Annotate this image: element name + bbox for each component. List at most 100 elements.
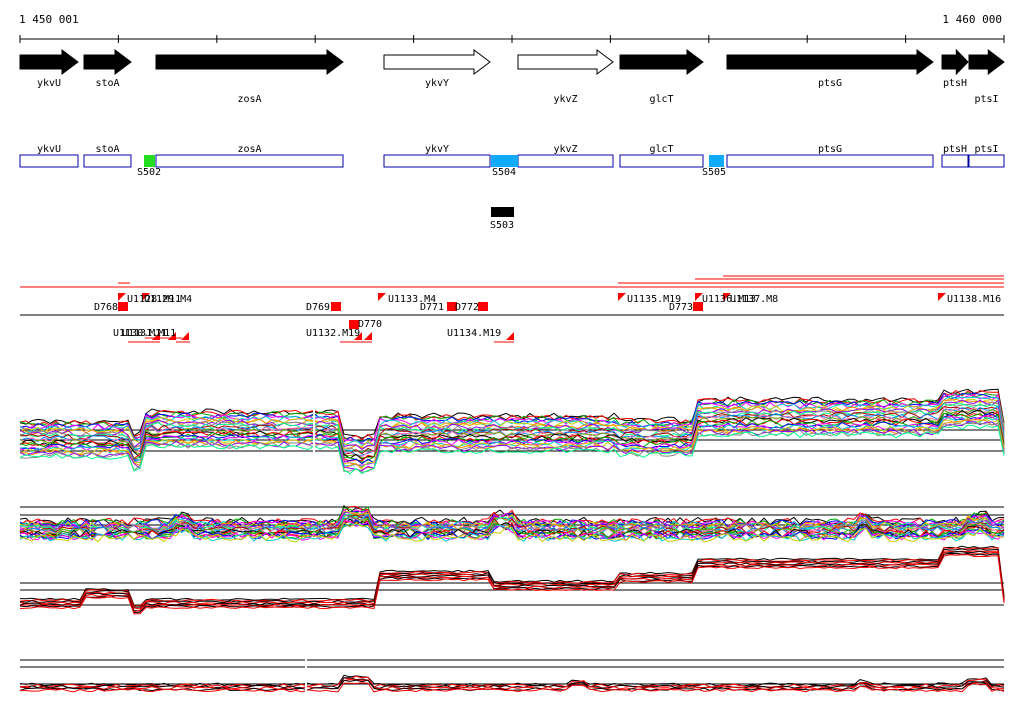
feature-flag-marker[interactable]: [618, 293, 626, 301]
feature-label-u1135: U1135.M19: [627, 294, 681, 305]
gene-arrow-label-ykvz: ykvZ: [553, 94, 577, 105]
coordinate-ruler: 1 450 001 1 460 000: [19, 13, 1005, 43]
expression-trace: [19, 397, 1005, 448]
ruler-start-label: 1 450 001: [19, 13, 79, 26]
expression-trace: [19, 521, 1005, 543]
gene-box-label-stoa: stoA: [95, 144, 119, 155]
gene-box-label-ptsg: ptsG: [818, 144, 842, 155]
expression-trace: [19, 405, 1005, 456]
feature-box-marker[interactable]: [478, 302, 488, 311]
expression-trace: [19, 413, 1005, 465]
expression-trace: [19, 545, 1005, 607]
panel4-expression-traces: [19, 655, 1005, 695]
expression-trace: [19, 416, 1005, 467]
feature-label-u1137: U1137.M8: [730, 294, 778, 305]
panel-gap: [313, 405, 315, 457]
gene-box-ykvu[interactable]: [19, 154, 79, 168]
segment-s502-box[interactable]: [144, 155, 155, 167]
feature-flag-marker[interactable]: [938, 293, 946, 301]
gene-box-label-ykvy: ykvY: [425, 144, 449, 155]
feature-box-marker[interactable]: [118, 302, 128, 311]
gene-box-label-ptsh: ptsH: [943, 144, 967, 155]
feature-flag-marker[interactable]: [181, 332, 189, 340]
feature-label-d771: D771: [420, 302, 444, 313]
gene-arrow-label-stoa: stoA: [95, 78, 119, 89]
panel-gap: [305, 655, 307, 695]
gene-arrow-label-ptsg: ptsG: [818, 78, 842, 89]
feature-span-lines: [20, 275, 1004, 343]
feature-flag-marker[interactable]: [142, 293, 150, 301]
gene-box-glct[interactable]: [619, 154, 704, 168]
gene-box-label-ykvz: ykvZ: [553, 144, 577, 155]
feature-label-u1130: U1130.M11: [113, 328, 167, 339]
segment-s502-label: S502: [137, 167, 161, 178]
gene-arrow-ykvu[interactable]: [19, 49, 79, 75]
feature-flag-marker[interactable]: [354, 332, 362, 340]
segment-s505-box[interactable]: [709, 155, 724, 167]
feature-box-marker[interactable]: [349, 320, 359, 329]
feature-label-u1132: U1132.M19: [306, 328, 360, 339]
feature-flag-marker[interactable]: [364, 332, 372, 340]
gene-box-label-ykvu: ykvU: [37, 144, 61, 155]
gene-arrow-ykvz[interactable]: [517, 49, 614, 75]
expression-trace: [19, 424, 1005, 475]
gene-box-ptsg[interactable]: [726, 154, 934, 168]
gene-box-ykvy[interactable]: [383, 154, 491, 168]
gene-arrow-ykvy[interactable]: [383, 49, 491, 75]
feature-flag-marker[interactable]: [723, 293, 731, 301]
expression-trace: [19, 392, 1005, 443]
feature-flag-marker[interactable]: [378, 293, 386, 301]
expression-trace: [19, 550, 1005, 610]
gene-arrow-zosa[interactable]: [155, 49, 344, 75]
feature-flag-marker[interactable]: [506, 332, 514, 340]
gene-box-ptsh[interactable]: [941, 154, 969, 168]
expression-trace: [19, 512, 1005, 530]
gene-box-label-zosa: zosA: [237, 144, 261, 155]
feature-flag-marker[interactable]: [118, 293, 126, 301]
gene-box-track: ykvU stoA zosA ykvY ykvZ glcT ptsG ptsH ptsI: [19, 144, 1005, 168]
signal-panel-4: [19, 655, 1005, 695]
segment-s503-label: S503: [490, 220, 514, 231]
expression-trace: [19, 514, 1005, 535]
expression-trace: [19, 411, 1005, 462]
gene-arrow-stoa[interactable]: [83, 49, 132, 75]
feature-flag-marker[interactable]: [695, 293, 703, 301]
segment-s505-label: S505: [702, 167, 726, 178]
feature-label-u1129: U1129.M4: [144, 294, 192, 305]
gene-box-stoa[interactable]: [83, 154, 132, 168]
feature-box-marker[interactable]: [447, 302, 457, 311]
gene-arrow-ptsi[interactable]: [968, 48, 1005, 76]
gene-arrow-label-glct: glcT: [649, 94, 673, 105]
segment-s504-box[interactable]: [491, 155, 518, 167]
feature-box-marker[interactable]: [331, 302, 341, 311]
expression-trace: [19, 395, 1005, 447]
expression-trace: [19, 419, 1005, 470]
panel2-expression-traces: [19, 504, 1005, 543]
gene-box-zosa[interactable]: [155, 154, 344, 168]
signal-panel-3: [19, 545, 1005, 615]
gene-arrow-track: ykvU stoA zosA ykvY ykvZ glcT ptsG ptsH ptsI: [19, 48, 1005, 105]
feature-label-d773: D773: [669, 302, 693, 313]
feature-label-u1133: U1133.M4: [388, 294, 436, 305]
gene-arrow-ptsg[interactable]: [726, 49, 934, 75]
segment-track: S502 S504 S505 S503: [137, 155, 726, 231]
gene-box-label-glct: glcT: [649, 144, 673, 155]
expression-trace: [19, 403, 1005, 453]
feature-markers: [118, 293, 946, 340]
feature-track: D768 U1128.M11 U1129.M4 D769 U1133.M4 D7…: [20, 275, 1004, 343]
expression-trace: [19, 675, 1005, 688]
expression-trace: [19, 399, 1005, 451]
gene-box-ptsi[interactable]: [968, 154, 1005, 168]
feature-flag-marker[interactable]: [168, 332, 176, 340]
feature-label-u1134: U1134.M19: [447, 328, 501, 339]
segment-s503-box[interactable]: [491, 207, 514, 217]
ruler-ticks: [19, 35, 1005, 43]
gene-arrow-ptsh[interactable]: [941, 48, 969, 76]
feature-box-marker[interactable]: [693, 302, 703, 311]
gene-arrow-glct[interactable]: [619, 49, 704, 75]
gene-arrow-label-ptsh: ptsH: [943, 78, 967, 89]
gene-box-ykvz[interactable]: [517, 154, 614, 168]
feature-flag-marker[interactable]: [152, 332, 160, 340]
feature-label-d770: D770: [358, 319, 382, 330]
